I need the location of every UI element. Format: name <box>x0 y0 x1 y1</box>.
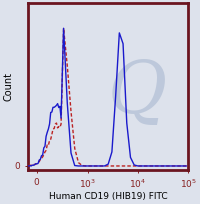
Text: Q: Q <box>107 58 167 129</box>
X-axis label: Human CD19 (HIB19) FITC: Human CD19 (HIB19) FITC <box>49 192 167 201</box>
Y-axis label: Count: Count <box>3 72 13 101</box>
